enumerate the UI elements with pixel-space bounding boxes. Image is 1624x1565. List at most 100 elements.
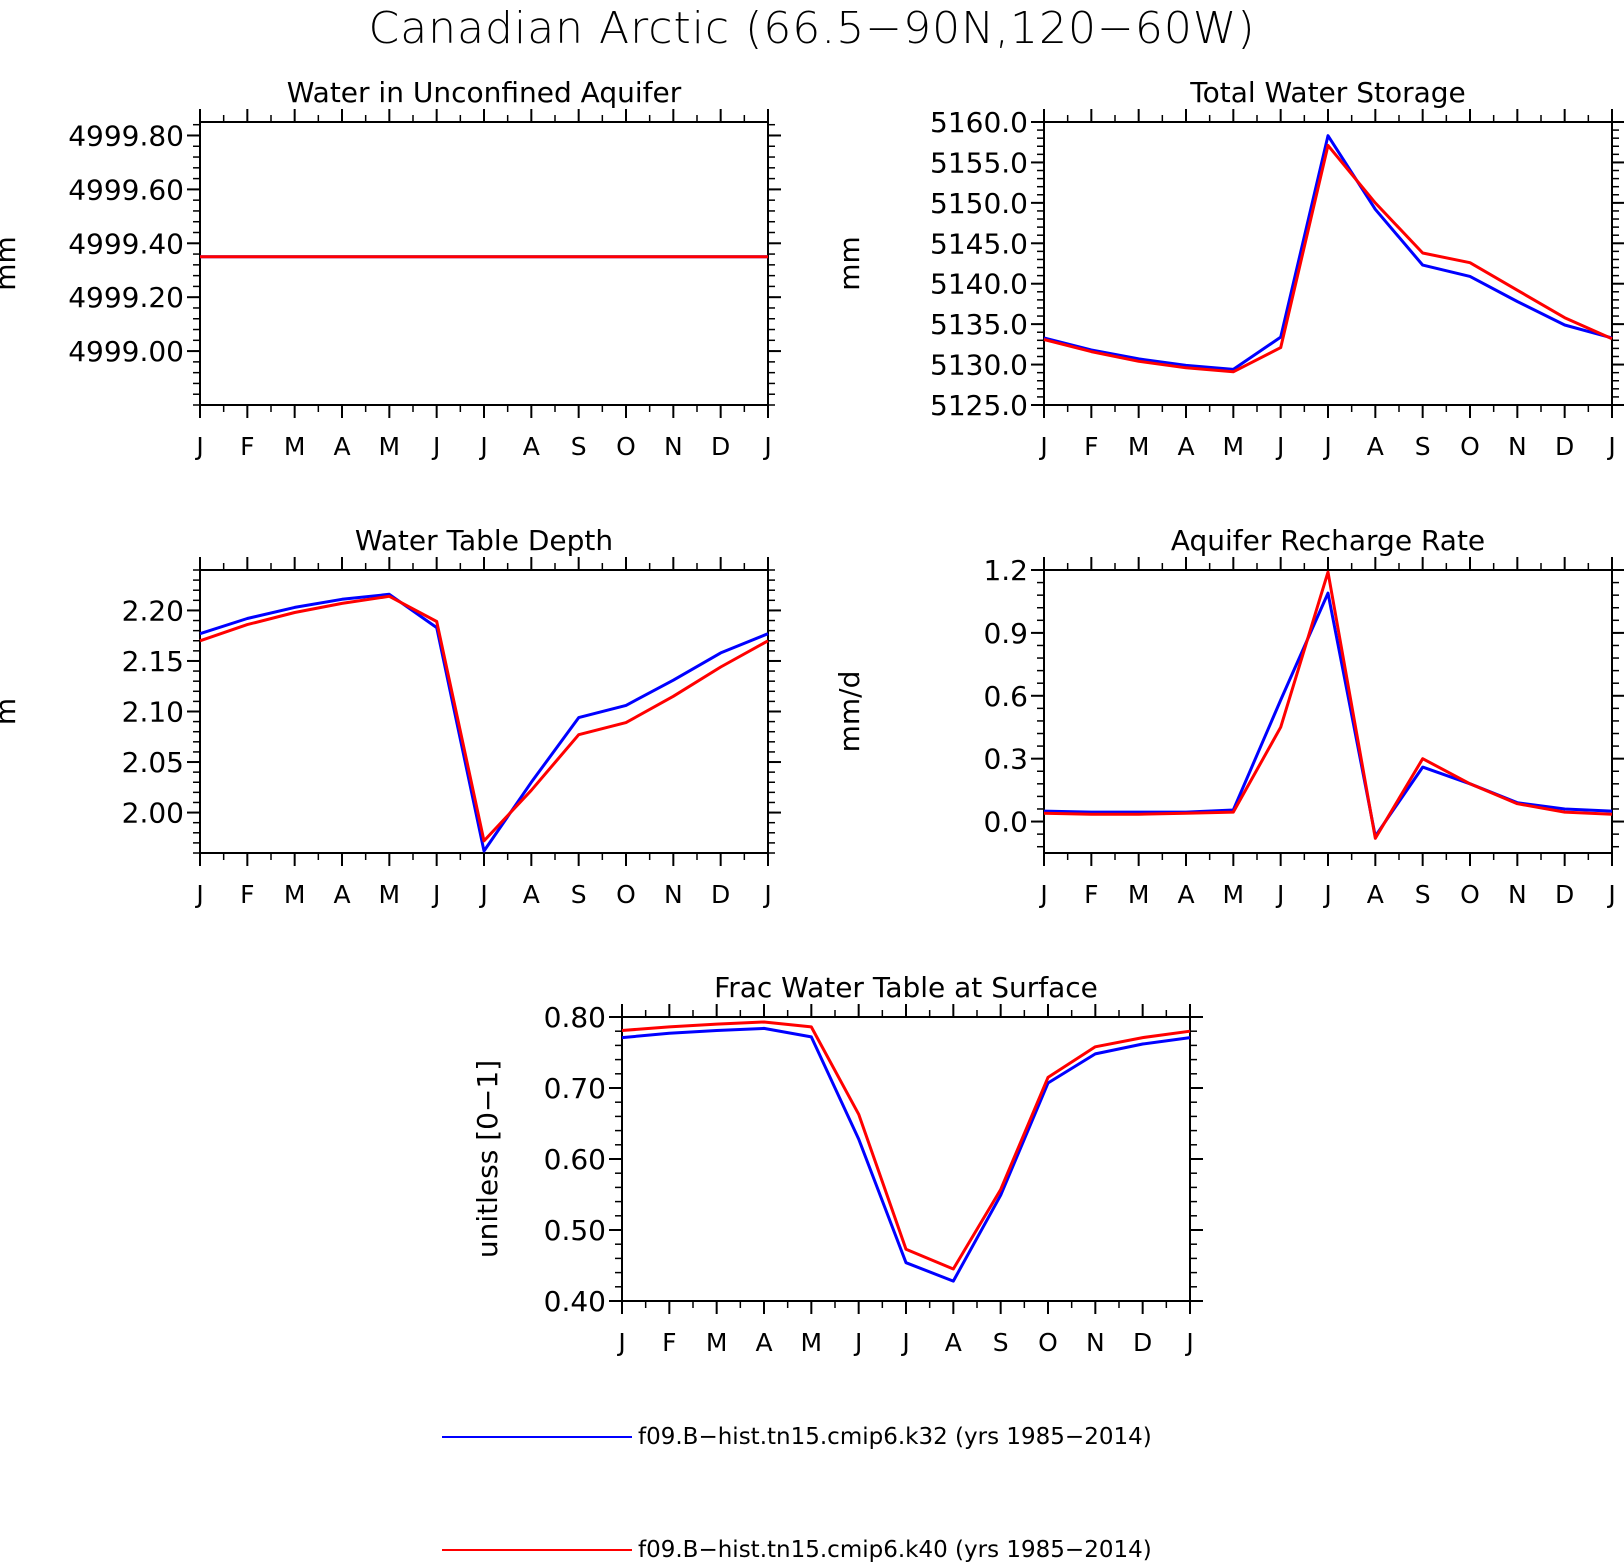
x-tick-label: J: [478, 432, 487, 461]
y-tick-label: 2.05: [122, 746, 184, 779]
series-line-k40: [1043, 570, 1613, 840]
y-tick-label: 0.40: [544, 1285, 606, 1318]
y-tick-label: 4999.40: [68, 227, 184, 260]
y-tick-label: 2.10: [122, 696, 184, 729]
x-tick-label: A: [1177, 880, 1194, 909]
plot-frame: [1043, 121, 1613, 406]
y-tick-label: 4999.80: [68, 119, 184, 152]
y-tick-label: 5150.0: [930, 187, 1028, 220]
x-tick-label: N: [664, 432, 683, 461]
x-tick-label: F: [240, 432, 254, 461]
plot-frame: [199, 121, 769, 406]
x-tick-label: O: [1460, 432, 1480, 461]
y-tick-label: 2.15: [122, 645, 184, 678]
series-line-k40: [1043, 143, 1613, 374]
series-line-k40: [621, 1020, 1191, 1271]
y-tick-label: 0.80: [544, 1001, 606, 1034]
x-tick-label: J: [431, 432, 440, 461]
plot-storage: J F M A M J J A S O N D J5125.05130.05135.05140.0514…: [833, 76, 1624, 461]
y-tick-label: 0.60: [544, 1143, 606, 1176]
x-tick-label: A: [755, 1328, 772, 1357]
series-line-k32: [1043, 591, 1613, 838]
y-axis-label: mm: [0, 236, 22, 291]
y-tick-label: 0.50: [544, 1214, 606, 1247]
x-tick-label: J: [1275, 880, 1284, 909]
series-line-k40: [199, 594, 769, 843]
x-tick-label: O: [1038, 1328, 1058, 1357]
x-tick-label: J: [1038, 880, 1047, 909]
series-line-k32: [199, 592, 769, 853]
x-tick-label: J: [1606, 432, 1615, 461]
x-tick-label: D: [711, 880, 730, 909]
x-tick-label: F: [1084, 432, 1098, 461]
y-tick-label: 5135.0: [930, 308, 1028, 341]
plot-frame: [621, 1016, 1191, 1302]
x-tick-label: F: [1084, 880, 1098, 909]
legend-line-run1: [442, 1436, 632, 1438]
x-tick-label: O: [616, 432, 636, 461]
x-tick-label: F: [240, 880, 254, 909]
x-tick-label: J: [1322, 432, 1331, 461]
x-tick-label: M: [1128, 880, 1150, 909]
y-tick-label: 5130.0: [930, 349, 1028, 382]
y-tick-label: 2.20: [122, 594, 184, 627]
y-tick-label: 0.3: [983, 743, 1028, 776]
x-tick-label: N: [664, 880, 683, 909]
x-tick-label: M: [379, 432, 401, 461]
x-tick-label: D: [1555, 880, 1574, 909]
plot-title: Frac Water Table at Surface: [714, 971, 1098, 1004]
y-axis-label: unitless [0−1]: [471, 1060, 504, 1258]
x-tick-label: S: [571, 880, 587, 909]
y-tick-label: 1.2: [983, 554, 1028, 587]
plot-title: Water Table Depth: [355, 524, 613, 557]
y-axis-label: mm/d: [833, 671, 866, 753]
x-tick-label: S: [1415, 432, 1431, 461]
legend-label-run1: f09.B−hist.tn15.cmip6.k32 (yrs 1985−2014…: [638, 1424, 1152, 1450]
x-tick-label: N: [1086, 1328, 1105, 1357]
x-tick-label: J: [1322, 880, 1331, 909]
x-tick-label: J: [194, 880, 203, 909]
x-tick-label: A: [523, 880, 540, 909]
plot-frame: [1043, 569, 1613, 854]
x-tick-label: F: [662, 1328, 676, 1357]
x-tick-label: J: [762, 432, 771, 461]
x-tick-label: J: [478, 880, 487, 909]
plot-title: Total Water Storage: [1189, 76, 1466, 109]
series-line-k32: [621, 1026, 1191, 1283]
y-tick-label: 4999.00: [68, 335, 184, 368]
y-tick-label: 5125.0: [930, 389, 1028, 422]
x-tick-label: M: [1223, 432, 1245, 461]
x-tick-label: O: [1460, 880, 1480, 909]
x-tick-label: J: [616, 1328, 625, 1357]
y-tick-label: 0.0: [983, 806, 1028, 839]
plot-title: Aquifer Recharge Rate: [1171, 524, 1485, 557]
x-tick-label: J: [853, 1328, 862, 1357]
plot-title: Water in Unconfined Aquifer: [287, 76, 682, 109]
y-tick-label: 0.6: [983, 680, 1028, 713]
x-tick-label: S: [1415, 880, 1431, 909]
x-tick-label: M: [706, 1328, 728, 1357]
y-tick-label: 5155.0: [930, 146, 1028, 179]
x-tick-label: M: [1223, 880, 1245, 909]
y-tick-label: 2.00: [122, 797, 184, 830]
x-tick-label: D: [711, 432, 730, 461]
x-tick-label: A: [945, 1328, 962, 1357]
legend-entry-run1: f09.B−hist.tn15.cmip6.k32 (yrs 1985−2014…: [442, 1422, 1202, 1452]
figure-title: Canadian Arctic (66.5−90N,120−60W): [368, 3, 1256, 54]
x-tick-label: A: [1367, 880, 1384, 909]
x-tick-label: J: [762, 880, 771, 909]
x-tick-label: M: [284, 432, 306, 461]
x-tick-label: N: [1508, 432, 1527, 461]
x-tick-label: M: [1128, 432, 1150, 461]
y-axis-label: m: [0, 698, 22, 725]
x-tick-label: N: [1508, 880, 1527, 909]
x-tick-label: A: [523, 432, 540, 461]
legend-line-run2: [442, 1549, 632, 1551]
series-line-k32: [1043, 134, 1613, 371]
legend-entry-run2: f09.B−hist.tn15.cmip6.k40 (yrs 1985−2014…: [442, 1535, 1202, 1565]
x-tick-label: A: [1177, 432, 1194, 461]
x-tick-label: A: [1367, 432, 1384, 461]
